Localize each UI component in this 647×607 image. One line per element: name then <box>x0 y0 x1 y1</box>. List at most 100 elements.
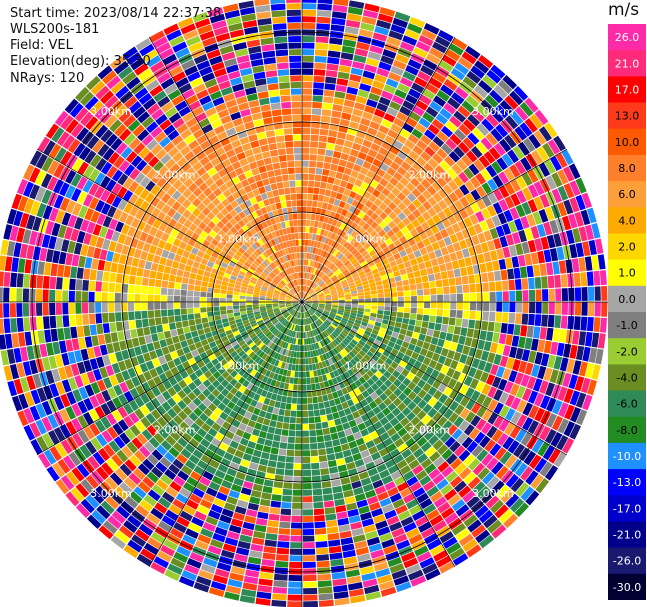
velocity-gate-cell <box>90 210 101 223</box>
velocity-gate-cell <box>390 361 399 370</box>
velocity-gate-cell <box>431 118 444 130</box>
velocity-gate-cell <box>198 263 207 271</box>
velocity-gate-cell <box>397 307 404 313</box>
velocity-gate-cell <box>302 265 304 272</box>
velocity-gate-cell <box>588 239 597 255</box>
velocity-gate-cell <box>231 271 239 277</box>
velocity-gate-cell <box>426 509 440 521</box>
velocity-gate-cell <box>496 366 505 378</box>
velocity-gate-cell <box>111 230 121 242</box>
velocity-gate-cell <box>494 504 509 519</box>
velocity-gate-cell <box>197 212 206 221</box>
velocity-gate-cell <box>327 238 334 246</box>
velocity-gate-cell <box>424 568 441 581</box>
velocity-gate-cell <box>265 267 272 273</box>
velocity-gate-cell <box>266 322 273 328</box>
velocity-gate-cell <box>287 390 293 397</box>
velocity-gate-cell <box>452 370 461 381</box>
velocity-gate-cell <box>354 493 366 502</box>
velocity-gate-cell <box>265 533 278 541</box>
velocity-gate-cell <box>266 432 274 441</box>
velocity-gate-cell <box>202 388 211 398</box>
velocity-gate-cell <box>349 284 356 289</box>
velocity-gate-cell <box>350 309 358 314</box>
velocity-gate-cell <box>509 207 520 220</box>
velocity-gate-cell <box>163 266 172 274</box>
velocity-gate-cell <box>270 447 279 455</box>
velocity-gate-cell <box>289 357 294 364</box>
velocity-gate-cell <box>205 361 214 370</box>
velocity-gate-cell <box>309 344 313 351</box>
velocity-gate-cell <box>349 405 358 413</box>
velocity-gate-cell <box>96 213 107 226</box>
velocity-gate-cell <box>275 276 281 282</box>
velocity-gate-cell <box>437 416 448 427</box>
velocity-gate-cell <box>110 80 126 95</box>
velocity-gate-cell <box>390 24 406 35</box>
velocity-gate-cell <box>337 288 344 293</box>
velocity-gate-cell <box>320 181 327 189</box>
velocity-gate-cell <box>203 225 212 234</box>
velocity-gate-cell <box>534 352 543 365</box>
velocity-gate-cell <box>73 242 83 255</box>
velocity-gate-cell <box>262 282 270 287</box>
velocity-gate-cell <box>42 205 53 220</box>
velocity-gate-cell <box>343 202 351 211</box>
velocity-gate-cell <box>338 299 345 302</box>
velocity-gate-cell <box>580 272 588 287</box>
velocity-gate-cell <box>372 158 382 168</box>
velocity-gate-cell <box>527 199 538 213</box>
velocity-gate-cell <box>402 387 412 397</box>
velocity-gate-cell <box>205 551 220 562</box>
velocity-gate-cell <box>23 424 36 441</box>
velocity-gate-cell <box>44 262 52 276</box>
velocity-gate-cell <box>380 55 394 65</box>
velocity-gate-cell <box>365 530 379 540</box>
velocity-gate-cell <box>41 156 54 172</box>
velocity-gate-cell <box>351 425 360 434</box>
velocity-gate-cell <box>324 156 333 164</box>
velocity-gate-cell <box>416 283 423 290</box>
velocity-gate-cell <box>283 383 289 390</box>
velocity-gate-cell <box>547 314 555 328</box>
velocity-gate-cell <box>465 356 474 367</box>
velocity-gate-cell <box>387 366 395 374</box>
velocity-gate-cell <box>440 432 451 444</box>
velocity-gate-cell <box>467 367 477 378</box>
velocity-gate-cell <box>346 575 362 584</box>
velocity-gate-cell <box>22 303 30 317</box>
velocity-gate-cell <box>302 246 305 253</box>
velocity-gate-cell <box>316 29 330 37</box>
velocity-gate-cell <box>337 262 344 269</box>
velocity-gate-cell <box>370 286 377 291</box>
velocity-gate-cell <box>555 371 566 386</box>
velocity-gate-cell <box>65 421 77 435</box>
velocity-gate-cell <box>7 349 16 365</box>
velocity-gate-cell <box>322 275 328 281</box>
velocity-gate-cell <box>257 319 264 325</box>
velocity-gate-cell <box>187 401 197 412</box>
velocity-gate-cell <box>330 558 344 567</box>
velocity-gate-cell <box>80 244 89 257</box>
velocity-gate-cell <box>379 178 389 187</box>
velocity-gate-cell <box>353 208 361 216</box>
velocity-gate-cell <box>455 343 464 354</box>
velocity-gate-cell <box>303 574 317 582</box>
velocity-gate-cell <box>576 409 588 426</box>
velocity-gate-cell <box>114 530 130 544</box>
velocity-gate-cell <box>368 92 380 102</box>
velocity-gate-cell <box>459 467 472 480</box>
velocity-gate-cell <box>262 445 272 453</box>
velocity-gate-cell <box>36 203 47 218</box>
velocity-gate-cell <box>303 325 306 332</box>
velocity-gate-cell <box>240 487 252 496</box>
velocity-gate-cell <box>304 312 307 319</box>
velocity-gate-cell <box>381 141 392 151</box>
velocity-gate-cell <box>350 521 363 530</box>
velocity-gate-cell <box>372 555 387 565</box>
velocity-gate-cell <box>435 35 451 48</box>
velocity-gate-cell <box>420 65 435 77</box>
velocity-gate-cell <box>327 420 336 428</box>
velocity-gate-cell <box>520 432 533 446</box>
velocity-gate-cell <box>347 227 354 235</box>
